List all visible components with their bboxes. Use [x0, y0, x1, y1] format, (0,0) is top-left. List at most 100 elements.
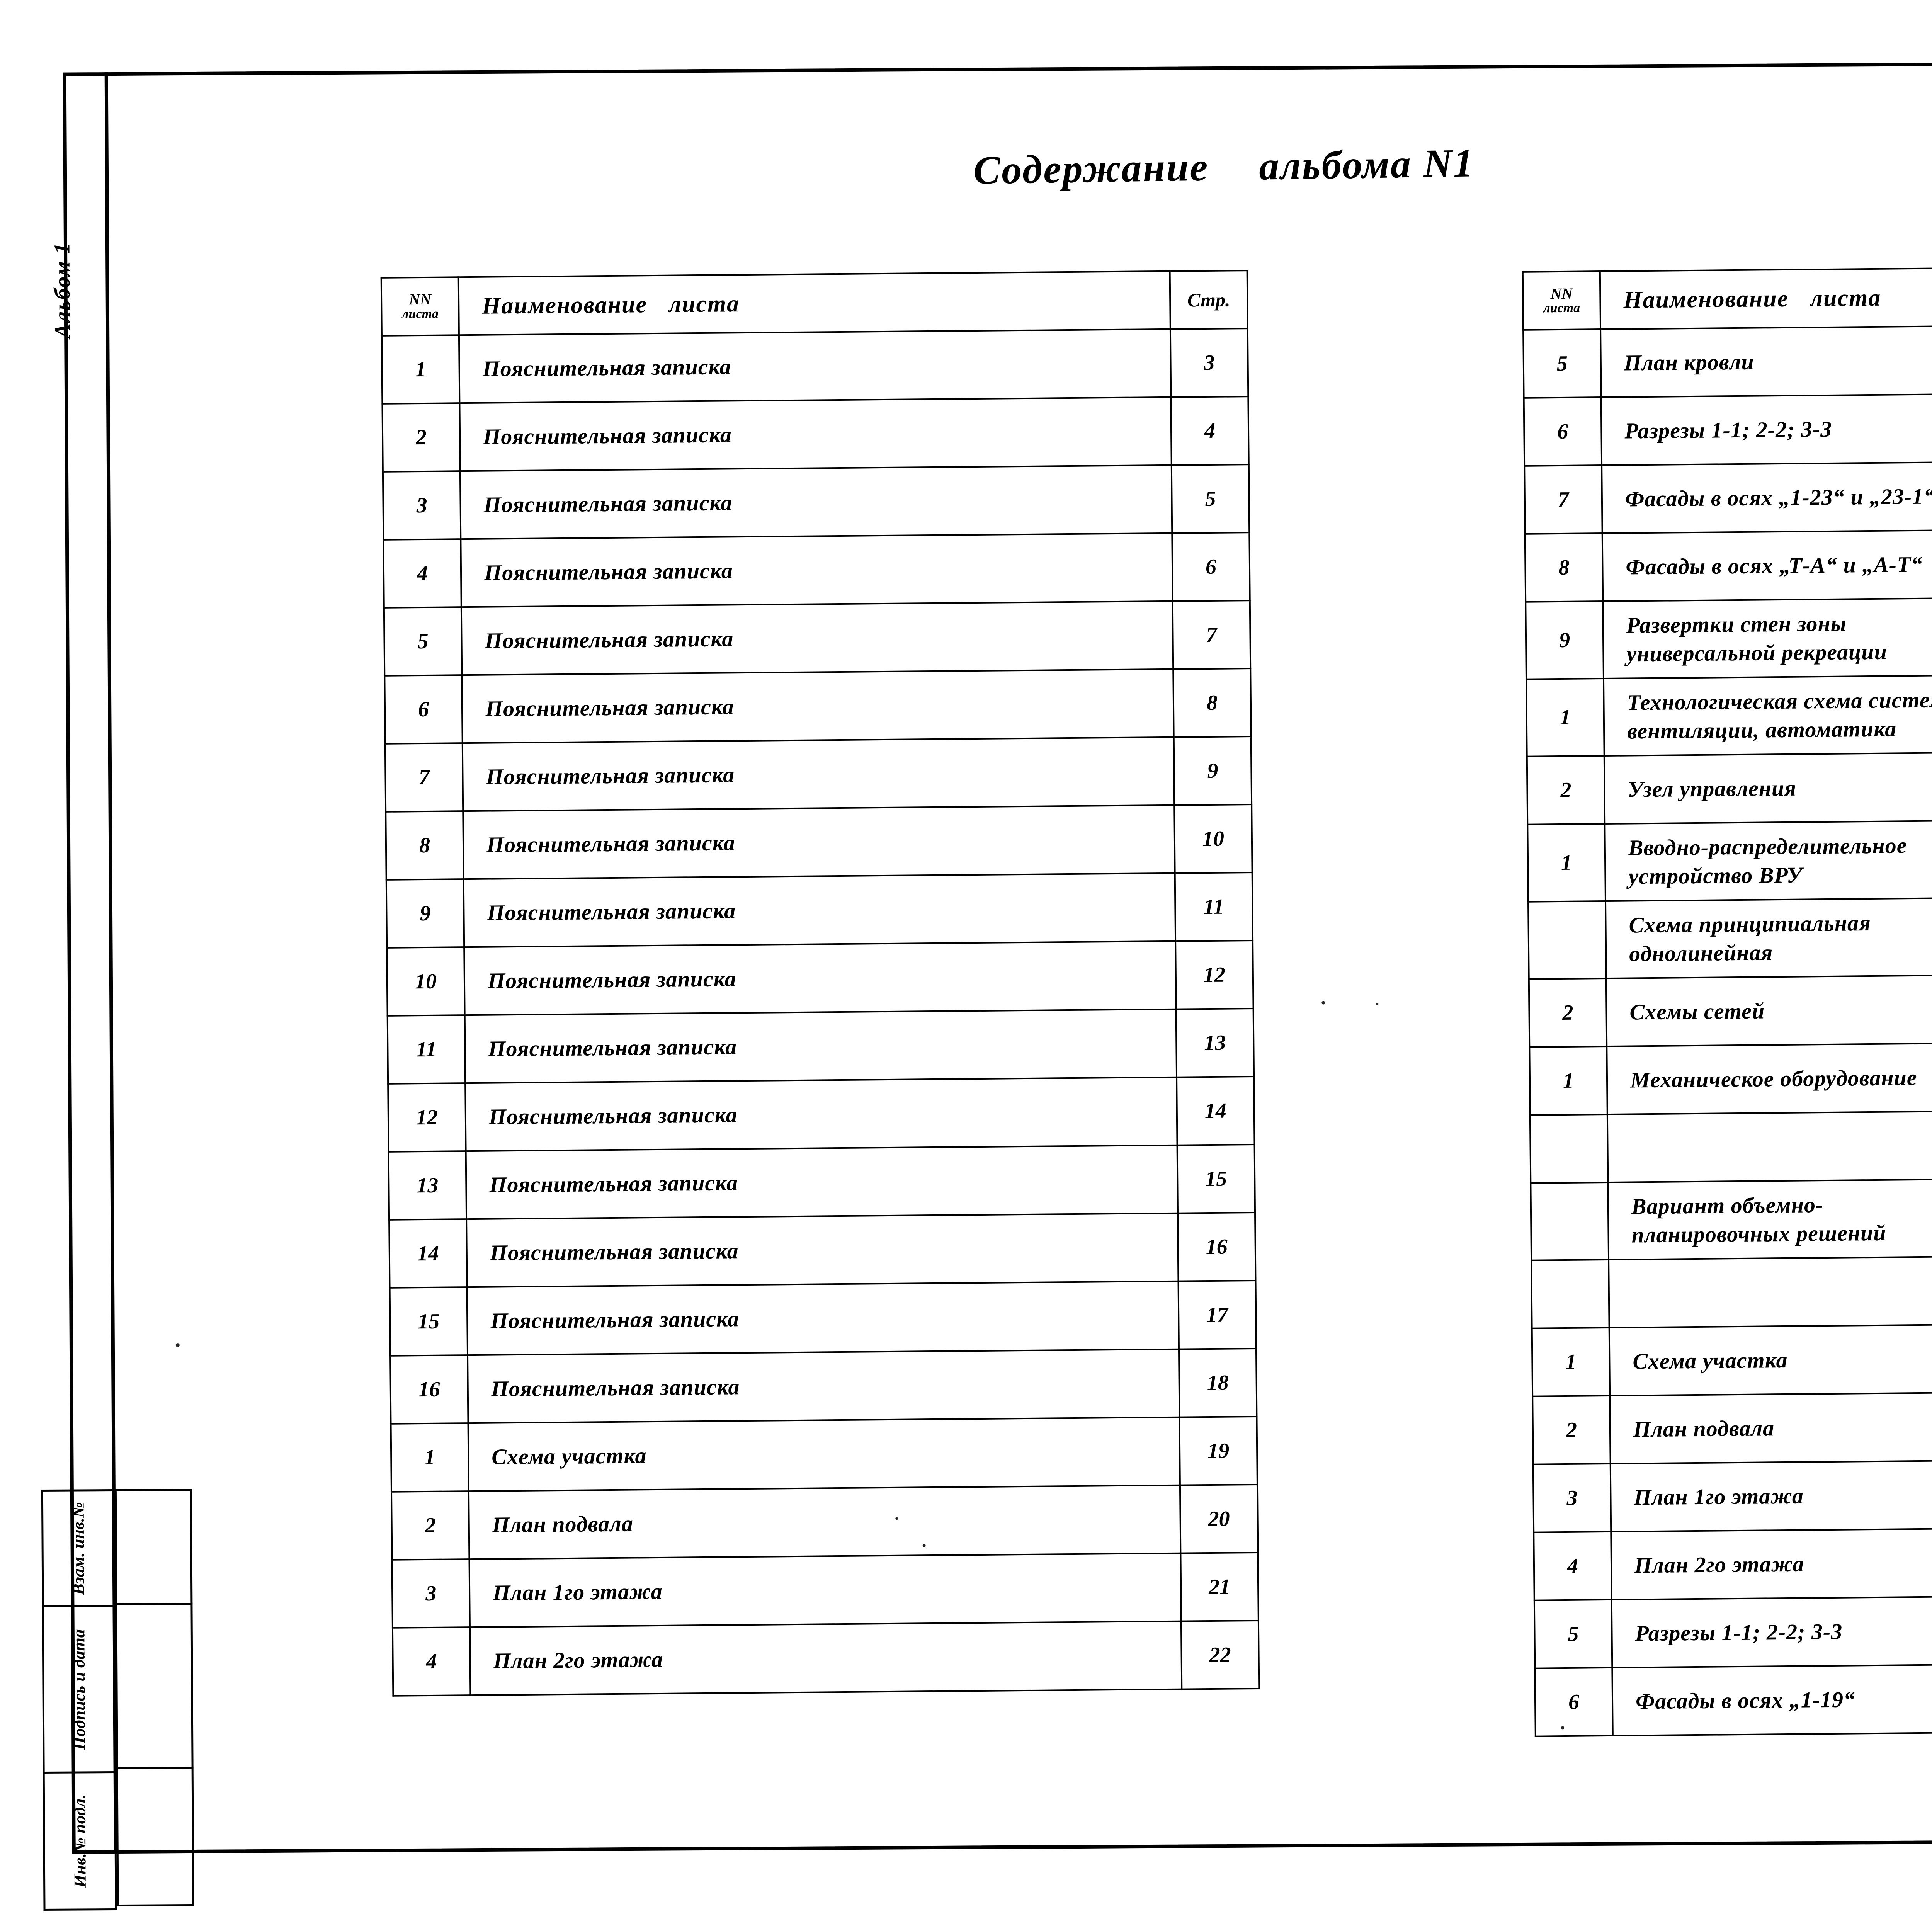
sheet-name-value: Вариант объемно-планировочных решений — [1631, 1192, 1932, 1250]
sheet-name-value: Фасады в осях „1-19“ — [1635, 1687, 1855, 1714]
cell-sheet-number: 2 — [1529, 978, 1607, 1047]
cell-sheet-number: 14 — [389, 1219, 467, 1288]
cell-sheet-name: Развертки стен зоны универсальной рекреац… — [1603, 595, 1932, 679]
sheet-name-value: Узел управления — [1628, 775, 1797, 802]
sheet-number-value: 9 — [420, 901, 431, 926]
cell-sheet-number: 8 — [1525, 533, 1603, 602]
stamp-field-inv-podl — [116, 1767, 194, 1906]
page-number-value: 14 — [1204, 1099, 1227, 1123]
cell-sheet-name: План подвала — [1610, 1389, 1932, 1464]
sheet-number-value: 6 — [1557, 419, 1568, 444]
cell-sheet-name: План 2го этажа — [469, 1621, 1182, 1696]
cell-sheet-number: 13 — [388, 1151, 467, 1220]
contents-table-left: NN листа Наименование листа Стр. 1 Пояснит… — [381, 270, 1260, 1697]
page-number-value: 19 — [1207, 1439, 1230, 1463]
sheet-name-value: Пояснительная записка — [488, 1102, 738, 1129]
sheet-name-value: Пояснительная записка — [483, 490, 733, 517]
cell-page-number: 7 — [1172, 600, 1251, 669]
cell-page-number: 18 — [1179, 1349, 1257, 1417]
sheet-name-value: Схемы сетей — [1629, 998, 1765, 1025]
sheet-number-value: 15 — [418, 1309, 440, 1334]
cell-page-number: 8 — [1173, 668, 1251, 737]
table-body-left: 1 Пояснительная записка 3 2 Пояснительная за… — [381, 328, 1259, 1696]
page-number-value: 10 — [1202, 827, 1225, 851]
table-row: 12 Пояснительная записка 14 — [388, 1077, 1255, 1152]
cell-sheet-number: 5 — [384, 607, 462, 676]
sheet-number-value: 8 — [1558, 555, 1570, 580]
table-row: 3 Пояснительная записка 5 — [383, 464, 1250, 540]
cell-sheet-number: 9 — [386, 879, 464, 948]
table-row — [1530, 1107, 1932, 1183]
sheet-number-value: 5 — [1556, 351, 1568, 376]
table-row: 4 Пояснительная записка 6 — [383, 532, 1250, 608]
table-row: 4 План 2го этажа 22 — [392, 1620, 1259, 1696]
cell-sheet-name: Пояснительная записка — [459, 397, 1172, 471]
stamp-box-inv-podl: Инв.№ подл. — [43, 1771, 117, 1911]
cell-sheet-name: Схема участка — [468, 1417, 1180, 1492]
cell-page-number: 13 — [1176, 1009, 1254, 1077]
cell-page-number: 22 — [1181, 1620, 1259, 1689]
cell-sheet-name: Вводно-распределительное устройство ВРУ — [1605, 817, 1932, 901]
cell-page-number: 19 — [1179, 1417, 1257, 1485]
sheet-name-value: Пояснительная записка — [486, 762, 735, 789]
header-page-label: Стр. — [1187, 289, 1230, 311]
stamp-label-inv-podl: Инв.№ подл. — [70, 1794, 90, 1888]
sheet-number-value: 3 — [416, 493, 427, 518]
table-row: 7 Пояснительная записка 9 — [385, 736, 1252, 812]
cell-sheet-name: План 2го этажа — [1611, 1525, 1932, 1600]
sheet-number-value: 1 — [415, 357, 426, 382]
table-row: 15 Пояснительная записка 17 — [389, 1281, 1256, 1356]
sheet-name-value: План подвала — [1633, 1415, 1775, 1442]
cell-page-number: 9 — [1173, 736, 1252, 805]
cell-sheet-number: 2 — [391, 1491, 469, 1560]
sheet-number-value: 10 — [415, 969, 437, 994]
sheet-number-value: 1 — [424, 1445, 435, 1470]
cell-sheet-number: 1 — [1526, 679, 1604, 757]
sheet-name-value: Пояснительная записка — [482, 354, 731, 381]
sheet-number-value: 13 — [417, 1173, 439, 1198]
sheet-number-value: 7 — [1558, 487, 1569, 512]
page-number-value: 13 — [1204, 1031, 1226, 1055]
header-sheet-number: NN листа — [381, 277, 459, 336]
cell-page-number: 16 — [1178, 1213, 1256, 1281]
stamp-field-zam-inv — [114, 1488, 193, 1605]
sheet-name-value: Разрезы 1-1; 2-2; 3-3 — [1624, 416, 1832, 444]
header-page: Стр. — [1170, 270, 1248, 329]
table-row: 8 Пояснительная записка 10 — [386, 804, 1252, 880]
sheet-name-value: План 1го этажа — [492, 1578, 663, 1605]
cell-sheet-number: 2 — [1527, 756, 1605, 825]
cell-sheet-name: План подвала — [468, 1485, 1181, 1560]
cell-sheet-name: Фасады в осях „1-23“ и „23-1“ — [1602, 459, 1932, 534]
header-nn-line2: листа — [401, 306, 439, 321]
stamp-box-zam-inv: Взам. инв.№ — [41, 1489, 116, 1606]
page-title: Содержание альбома N1 — [973, 140, 1475, 193]
sheet-name-value: План 2го этажа — [493, 1646, 663, 1673]
sheet-number-value: 6 — [1568, 1690, 1580, 1714]
sheet-number-value: 4 — [426, 1649, 437, 1674]
cell-sheet-name: Пояснительная записка — [461, 601, 1173, 675]
header-name-part2: листа — [668, 290, 740, 318]
sheet-name-value: Пояснительная записка — [487, 966, 736, 993]
table-row: Схема принципиальнаяоднолинейная30 — [1528, 894, 1932, 979]
title-block-margin-stamps: Взам. инв.№ Подпись и дата Инв.№ подл. — [41, 1489, 117, 1911]
table-row: 9 Развертки стен зоны универсальной рекреа… — [1526, 594, 1932, 679]
cell-sheet-number: 1 — [1527, 824, 1606, 902]
cell-sheet-name: Пояснительная записка — [460, 465, 1172, 539]
cell-sheet-name: Пояснительная записка — [468, 1349, 1180, 1423]
sheet-name-value: Развертки стен зоны универсальной рекреац… — [1626, 611, 1932, 668]
table-row: 11 Пояснительная записка 13 — [387, 1009, 1254, 1084]
page-number-value: 16 — [1206, 1235, 1228, 1259]
sheet-number-value: 4 — [417, 561, 428, 586]
cell-sheet-name: Пояснительная записка — [467, 1281, 1179, 1355]
table-row: 3 План 1го этажа 21 — [392, 1552, 1259, 1628]
sheet-name-value: Пояснительная записка — [489, 1170, 738, 1197]
page-number-value: 17 — [1206, 1303, 1228, 1327]
header-sheet-number: NN листа — [1522, 271, 1601, 330]
cell-sheet-name: Пояснительная записка — [462, 669, 1174, 743]
cell-sheet-name: Разрезы 1-1; 2-2; 3-3 — [1601, 391, 1932, 466]
